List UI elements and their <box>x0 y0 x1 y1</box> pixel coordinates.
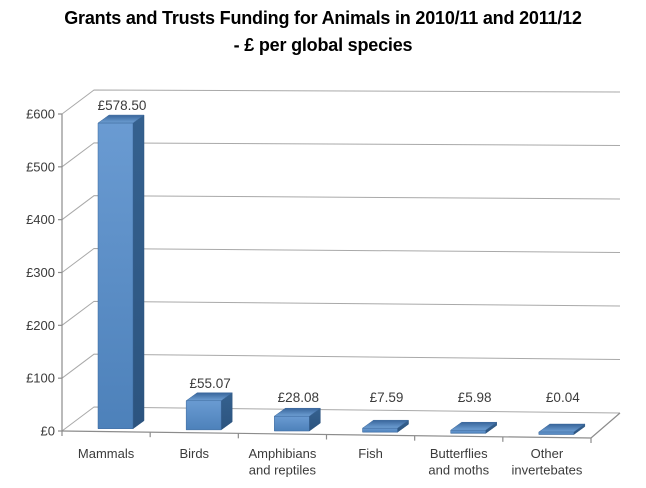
bar-amphibians-and-reptiles: £28.08 Amphibians and reptiles <box>248 390 322 478</box>
category-label-fish-line1: Fish <box>358 446 383 461</box>
gridline-0 <box>61 406 621 432</box>
bar-front-face <box>274 415 310 432</box>
category-label-butterflies-and-moths-line1: Butterflies <box>430 446 488 461</box>
y-tick-label-200: £200 <box>26 318 55 333</box>
category-label-amphibians-and-reptiles-line2: and reptiles <box>249 463 317 478</box>
value-label-butterflies-and-moths: £5.98 <box>458 390 492 405</box>
bar-front-face <box>538 431 575 435</box>
value-label-fish: £7.59 <box>370 390 404 405</box>
category-label-amphibians-and-reptiles-line1: Amphibians <box>248 446 316 461</box>
gridline-200 <box>61 300 621 326</box>
bar-front-face <box>185 400 222 431</box>
chart-title-line1: Grants and Trusts Funding for Animals in… <box>64 8 582 28</box>
category-label-other-invertebates-line1: Other <box>531 446 564 461</box>
bar-front-face <box>97 122 134 429</box>
y-tick-label-600: £600 <box>26 107 55 122</box>
bar-front-face <box>362 427 398 433</box>
x-axis-line <box>61 412 621 439</box>
gridlines <box>61 89 621 432</box>
bar-front-face <box>450 429 486 434</box>
bar-birds: £55.07 Birds <box>179 376 233 461</box>
y-tick-label-300: £300 <box>26 265 55 280</box>
chart-title-line2: - £ per global species <box>233 35 413 55</box>
bar-side-face <box>132 114 145 430</box>
value-label-other-invertebates: £0.04 <box>546 390 580 405</box>
value-label-birds: £55.07 <box>190 376 231 391</box>
category-label-other-invertebates-line2: invertebates <box>512 463 583 478</box>
bar-other-invertebates: £0.04 Other invertebates <box>512 390 586 478</box>
bar-mammals: £578.50 Mammals <box>78 98 146 461</box>
gridline-300 <box>61 247 621 273</box>
gridline-100 <box>61 353 621 379</box>
category-label-birds-line1: Birds <box>179 446 209 461</box>
chart-title: Grants and Trusts Funding for Animals in… <box>0 5 646 59</box>
y-tick-label-0: £0 <box>41 424 55 439</box>
gridline-600 <box>61 89 621 115</box>
y-axis: £0 £100 £200 £300 £400 £500 £600 <box>26 107 63 439</box>
y-tick-label-500: £500 <box>26 159 55 174</box>
bar-butterflies-and-moths: £5.98 Butterflies and moths <box>428 390 498 478</box>
category-label-butterflies-and-moths-line2: and moths <box>428 463 489 478</box>
x-axis <box>61 412 621 443</box>
category-label-mammals-line1: Mammals <box>78 446 135 461</box>
value-label-amphibians-and-reptiles: £28.08 <box>278 390 319 405</box>
bar-fish: £7.59 Fish <box>358 390 410 461</box>
y-tick-label-100: £100 <box>26 371 55 386</box>
value-label-mammals: £578.50 <box>98 98 147 113</box>
gridline-500 <box>61 142 621 168</box>
y-tick-label-400: £400 <box>26 212 55 227</box>
gridline-400 <box>61 195 621 221</box>
